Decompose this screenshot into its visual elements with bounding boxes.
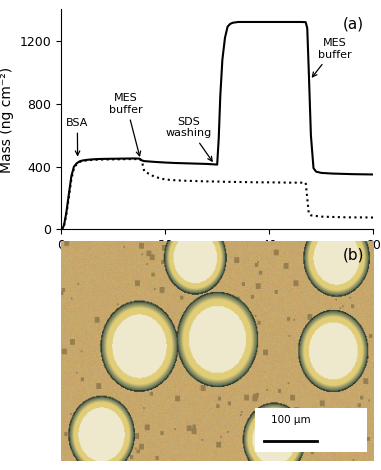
Bar [255,408,367,452]
Text: (b): (b) [343,247,364,262]
X-axis label: Time (minutes): Time (minutes) [158,258,277,272]
Text: BSA: BSA [66,118,88,156]
Text: 100 μm: 100 μm [271,415,311,425]
Text: MES
buffer: MES buffer [312,38,351,77]
Text: SDS
washing: SDS washing [165,117,212,161]
Y-axis label: Mass (ng cm⁻²): Mass (ng cm⁻²) [0,66,14,172]
Text: (a): (a) [343,16,364,31]
Text: MES
buffer: MES buffer [109,93,143,156]
